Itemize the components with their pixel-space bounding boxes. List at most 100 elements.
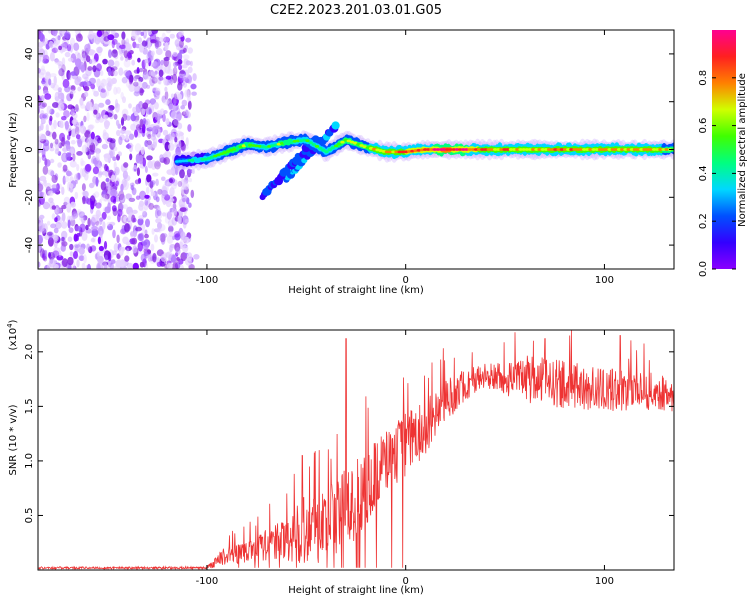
noise-speck: [90, 245, 97, 252]
noise-speck: [124, 130, 132, 136]
noise-speck: [89, 49, 95, 55]
track-core: [588, 148, 593, 151]
noise-speck: [165, 50, 172, 59]
noise-speck: [132, 41, 137, 49]
x-tick-label: -100: [196, 576, 219, 587]
noise-speck: [134, 129, 138, 138]
noise-speck: [116, 86, 121, 94]
noise-speck: [177, 230, 182, 235]
noise-speck: [173, 93, 178, 102]
noise-speck: [162, 113, 166, 123]
track-core: [435, 148, 441, 151]
noise-speck: [137, 233, 144, 242]
noise-speck: [187, 66, 193, 74]
noise-speck: [70, 148, 75, 156]
noise-speck: [84, 43, 91, 53]
noise-speck: [185, 37, 192, 43]
noise-speck: [64, 51, 71, 58]
track-core: [664, 148, 669, 151]
track-core: [483, 148, 488, 151]
noise-speck: [62, 39, 69, 47]
noise-speck: [71, 119, 79, 125]
noise-speck: [146, 140, 152, 146]
noise-speck: [168, 231, 174, 238]
noise-speck: [81, 50, 87, 59]
noise-speck: [137, 57, 141, 63]
noise-speck: [120, 56, 124, 61]
noise-speck: [39, 30, 44, 33]
track-core: [454, 148, 460, 151]
noise-speck: [51, 184, 58, 190]
noise-speck: [50, 223, 57, 229]
noise-speck: [191, 91, 197, 96]
noise-speck: [177, 180, 183, 187]
noise-speck: [101, 143, 108, 150]
track-core: [655, 148, 660, 151]
noise-speck: [135, 195, 141, 200]
noise-speck: [121, 246, 126, 252]
track-core: [308, 141, 313, 145]
noise-speck: [187, 124, 192, 132]
noise-speck: [153, 102, 159, 110]
noise-speck: [155, 178, 159, 186]
noise-speck: [140, 146, 145, 155]
noise-speck: [161, 189, 168, 197]
noise-speck: [83, 115, 87, 123]
spectrogram-panel: -100 0 100 -40 -20 0 20 40 Height of straight l…: [8, 29, 675, 296]
noise-speck: [42, 58, 49, 64]
noise-speck: [41, 79, 46, 85]
noise-speck: [154, 40, 162, 48]
noise-speck: [134, 179, 140, 185]
noise-speck: [42, 165, 49, 175]
noise-speck: [170, 111, 177, 120]
noise-speck: [171, 208, 178, 218]
noise-speck: [60, 230, 68, 239]
noise-speck: [56, 139, 61, 148]
track-core: [394, 150, 399, 154]
noise-speck: [77, 86, 82, 92]
noise-speck: [179, 207, 187, 213]
noise-speck: [144, 166, 148, 173]
noise-speck: [54, 148, 60, 155]
noise-speck: [88, 124, 95, 129]
noise-speck: [109, 221, 116, 226]
noise-speck: [48, 190, 53, 196]
track-core: [629, 148, 635, 151]
noise-speck: [86, 112, 90, 122]
noise-speck: [106, 221, 111, 227]
noise-speck: [163, 36, 171, 43]
noise-speck: [48, 233, 53, 241]
track-core: [601, 148, 606, 151]
noise-speck: [146, 155, 153, 161]
noise-speck: [72, 265, 77, 269]
colorbar: 0.0 0.2 0.4 0.6 0.8 Normalized spectral ampl…: [698, 30, 748, 277]
noise-speck: [179, 70, 185, 75]
noise-speck: [53, 119, 57, 130]
noise-speck: [54, 217, 58, 223]
noise-speck: [110, 188, 118, 197]
noise-speck: [54, 91, 60, 102]
track-core: [569, 148, 574, 151]
noise-speck: [166, 211, 172, 220]
track-core: [305, 139, 310, 143]
noise-speck: [122, 170, 128, 180]
noise-speck: [103, 153, 111, 163]
track-core: [620, 148, 625, 151]
noise-speck: [139, 87, 144, 96]
noise-speck: [103, 241, 108, 250]
noise-speck: [78, 211, 85, 219]
noise-speck: [184, 174, 189, 181]
noise-speck: [44, 157, 48, 166]
noise-speck: [61, 258, 68, 268]
noise-speck: [58, 45, 62, 51]
noise-speck: [64, 31, 71, 40]
noise-speck: [134, 143, 142, 153]
noise-speck: [57, 87, 62, 92]
noise-speck: [114, 60, 120, 68]
noise-speck: [98, 118, 104, 123]
noise-speck: [50, 142, 53, 149]
noise-speck: [68, 227, 74, 234]
noise-speck: [126, 247, 130, 255]
noise-speck: [180, 231, 186, 241]
noise-speck: [62, 78, 70, 89]
